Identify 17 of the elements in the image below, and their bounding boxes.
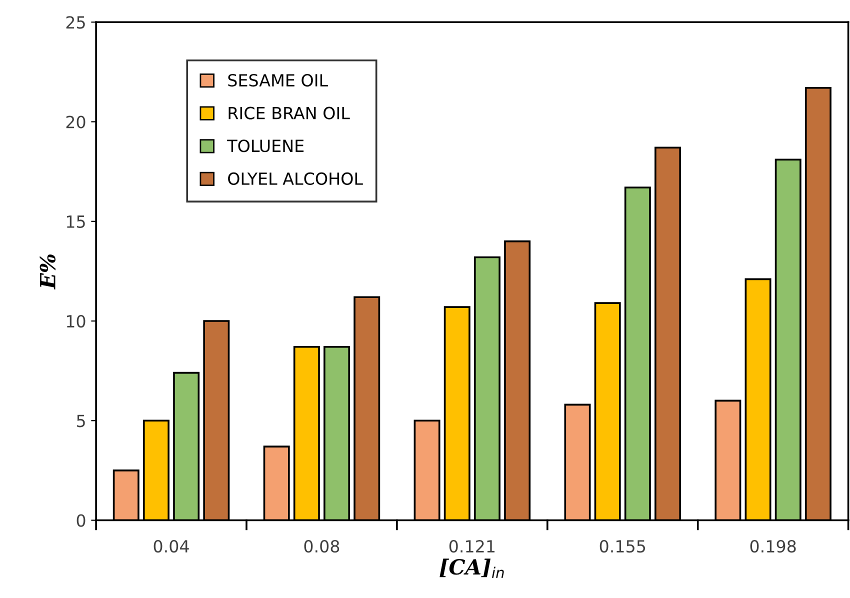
y-axis-title: E% <box>40 254 56 290</box>
x-tick-label: 0.155 <box>600 540 646 553</box>
y-tick-label: 5 <box>77 414 85 428</box>
x-tick-label: 0.121 <box>449 540 494 553</box>
x-axis-title: [CA]$_{in}$ <box>440 558 504 578</box>
x-tick-label: 0.198 <box>750 540 796 553</box>
legend-label: OLYEL ALCOHOL <box>228 172 363 185</box>
y-tick-label: 0 <box>76 514 86 527</box>
legend-label: RICE BRAN OIL <box>228 106 350 120</box>
legend-label: SESAME OIL <box>228 74 328 87</box>
x-tick-label: 0.08 <box>304 540 340 553</box>
y-tick-label: 25 <box>66 16 85 29</box>
y-tick-label: 15 <box>66 216 85 228</box>
legend-label: TOLUENE <box>227 140 304 152</box>
y-tick-label: 10 <box>66 314 86 328</box>
x-tick-label: 0.04 <box>154 540 189 553</box>
y-tick-label: 20 <box>66 116 86 128</box>
